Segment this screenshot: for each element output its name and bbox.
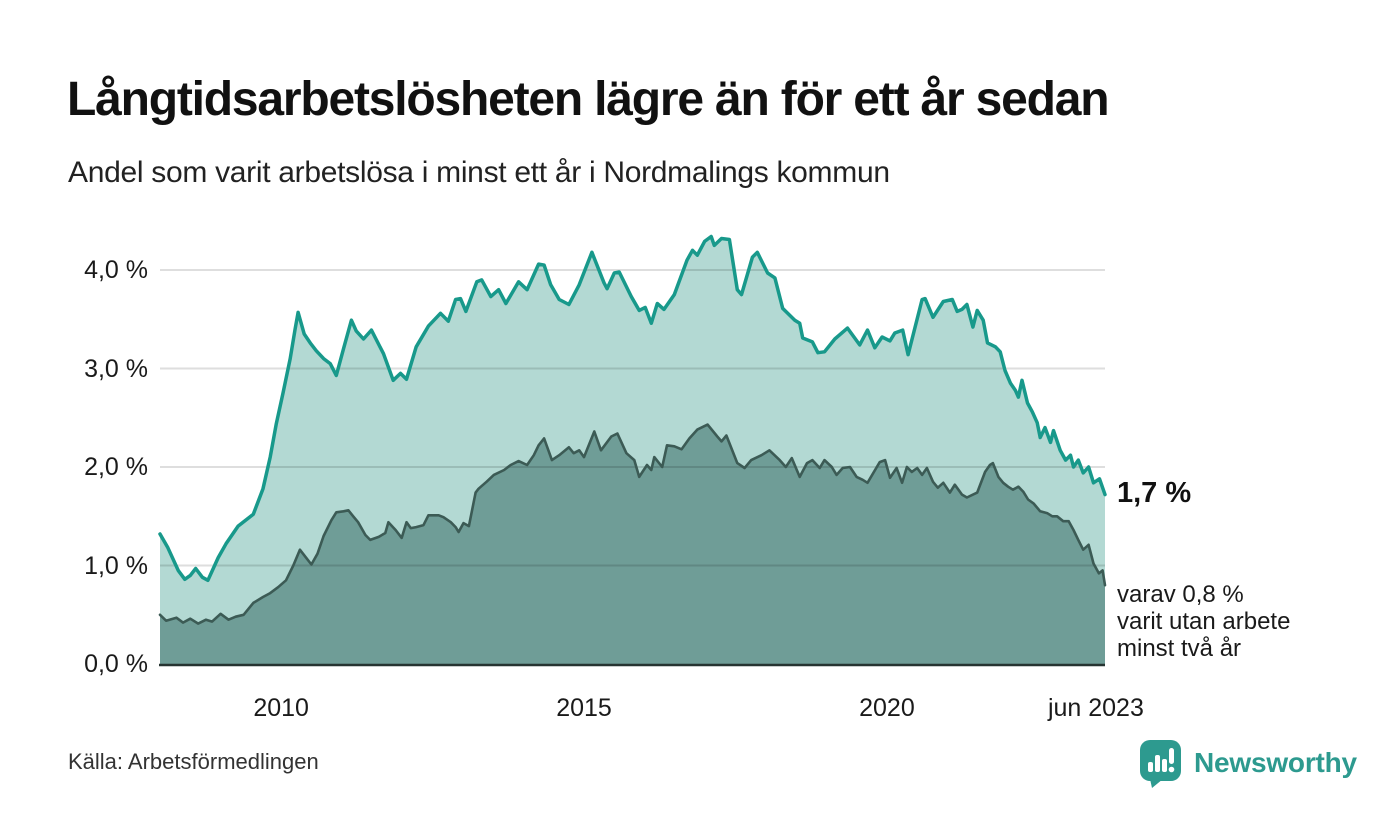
x-axis-label: jun 2023 — [1047, 694, 1144, 722]
y-axis-label: 1,0 % — [84, 551, 148, 580]
area-fill-series-2 — [160, 424, 1105, 664]
annotation-line: varit utan arbete — [1117, 608, 1291, 635]
annotation-line: varav 0,8 % — [1117, 581, 1244, 608]
y-axis-label: 3,0 % — [84, 354, 148, 383]
subtitle: Andel som varit arbetslösa i minst ett å… — [68, 156, 890, 189]
y-axis-label: 2,0 % — [84, 453, 148, 481]
source-note: Källa: Arbetsförmedlingen — [68, 749, 319, 774]
area-fills — [160, 236, 1105, 664]
brand-name: Newsworthy — [1194, 747, 1357, 778]
x-axis-label: 2015 — [556, 694, 612, 722]
x-axis-label: 2010 — [253, 694, 309, 722]
annotation-line: minst två år — [1117, 635, 1242, 662]
line-series-1 — [158, 234, 1107, 583]
y-axis-label: 4,0 % — [84, 256, 148, 284]
series-lines — [158, 234, 1107, 625]
latest-value-label: 1,7 % — [1117, 477, 1192, 509]
y-axis-label: 0,0 % — [84, 650, 148, 678]
newsworthy-branding: Newsworthy — [1138, 738, 1357, 788]
newsworthy-logo-icon — [1140, 740, 1181, 788]
page-title: Långtidsarbetslösheten lägre än för ett … — [67, 73, 1110, 126]
line-series-2 — [158, 423, 1107, 625]
secondary-series-annotation: varav 0,8 % varit utan arbete minst två … — [1117, 581, 1290, 662]
x-axis-label: 2020 — [859, 694, 915, 722]
gridlines — [160, 269, 1105, 567]
